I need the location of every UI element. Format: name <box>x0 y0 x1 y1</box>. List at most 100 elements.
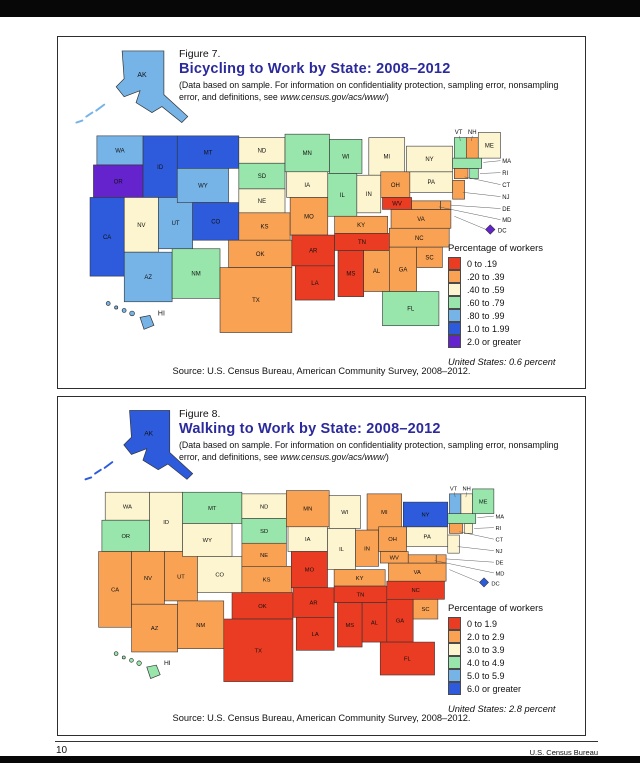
state-MT <box>182 491 243 524</box>
state-NV <box>123 197 159 253</box>
state-label-MD: MD <box>502 218 512 224</box>
state-DC <box>479 577 489 588</box>
state-label-NM: NM <box>196 623 205 629</box>
leader-line <box>479 172 501 174</box>
aleutian-islands <box>95 103 106 112</box>
figure-note: (Data based on sample. For information o… <box>179 440 571 463</box>
state-label-NJ: NJ <box>502 195 509 201</box>
state-label-WY: WY <box>203 538 212 544</box>
state-label-VT: VT <box>450 487 458 493</box>
source-line: Source: U.S. Census Bureau, American Com… <box>172 366 471 376</box>
state-label-AK: AK <box>137 72 147 79</box>
state-label-MT: MT <box>208 506 217 512</box>
state-label-DE: DE <box>502 207 510 213</box>
legend-title: Percentage of workers <box>448 603 544 614</box>
state-HI <box>129 310 135 317</box>
figure-8-title-block: Figure 8. Walking to Work by State: 2008… <box>179 408 579 463</box>
state-label-AR: AR <box>309 249 318 255</box>
legend-swatch <box>448 296 461 309</box>
state-label-OH: OH <box>391 183 400 189</box>
legend-swatch <box>448 270 461 283</box>
hawaii-inset: HI <box>113 651 171 679</box>
state-label-NY: NY <box>422 513 430 519</box>
state-label-SD: SD <box>260 529 268 535</box>
state-ID <box>149 491 183 552</box>
state-SD <box>238 162 286 190</box>
state-label-MD: MD <box>496 571 505 577</box>
state-label-DE: DE <box>496 561 504 567</box>
legend-class-label: .80 to .99 <box>467 310 505 321</box>
state-label-AL: AL <box>373 269 381 275</box>
state-GA <box>386 598 414 643</box>
figure-note-text: (Data based on sample. For information o… <box>179 80 559 102</box>
state-label-WV: WV <box>390 555 399 561</box>
leader-line <box>459 531 494 540</box>
legend-row: 3.0 to 3.9 <box>448 643 582 656</box>
legend-swatch <box>448 630 461 643</box>
us-average-note: United States: 2.8 percent <box>448 704 556 714</box>
state-AZ <box>123 251 173 303</box>
state-ND <box>241 493 287 519</box>
source-line: Source: U.S. Census Bureau, American Com… <box>172 713 471 723</box>
state-CA <box>98 551 132 628</box>
state-MA <box>452 157 482 169</box>
state-NJ <box>452 180 465 200</box>
state-NY <box>403 501 449 528</box>
state-label-NE: NE <box>258 199 266 205</box>
state-label-WV: WV <box>392 202 402 208</box>
state-label-WA: WA <box>115 149 124 155</box>
figure-7-title-block: Figure 7. Bicycling to Work by State: 20… <box>179 48 579 103</box>
state-MI <box>366 493 402 531</box>
leader-line <box>459 135 461 142</box>
footer-rule <box>55 741 598 742</box>
legend-class-label: 2.0 or greater <box>467 336 522 347</box>
leader-line <box>462 192 501 197</box>
state-label-MT: MT <box>204 150 213 156</box>
figure-note: (Data based on sample. For information o… <box>179 80 571 103</box>
leader-line <box>450 204 501 209</box>
state-MI <box>368 137 406 176</box>
state-KS <box>241 566 292 593</box>
state-label-CO: CO <box>215 573 224 579</box>
state-AK <box>123 410 194 480</box>
state-NM <box>171 248 221 299</box>
figure-note-text: (Data based on sample. For information o… <box>179 440 559 462</box>
state-WI <box>329 138 363 174</box>
state-SD <box>241 518 287 544</box>
leader-line <box>449 569 480 583</box>
map-legend: Percentage of workers 0 to 1.9 2.0 to 2.9… <box>448 603 582 714</box>
legend-swatch <box>448 656 461 669</box>
state-label-PA: PA <box>427 180 435 186</box>
state-label-VT: VT <box>455 130 463 136</box>
legend-swatch <box>448 283 461 296</box>
state-label-CT: CT <box>496 538 504 544</box>
state-label-NH: NH <box>463 487 471 493</box>
us-average-note: United States: 0.6 percent <box>448 357 556 367</box>
state-NY <box>406 145 453 173</box>
state-label-NM: NM <box>191 272 200 278</box>
state-label-NH: NH <box>468 130 477 136</box>
legend-class-label: 2.0 to 2.9 <box>467 631 505 642</box>
state-label-IA: IA <box>305 537 311 543</box>
legend-title: Percentage of workers <box>448 243 544 254</box>
state-MD <box>407 554 437 564</box>
state-AK <box>115 50 189 123</box>
state-label-NC: NC <box>415 236 424 242</box>
lower-48-map: WA OR CA ID NV UT AZ MT WY CO NM ND SD NE KS OK TX MN IA MO… <box>98 487 505 682</box>
figure-label: Figure 8. <box>179 408 221 420</box>
bicycling-choropleth-map: AK WA OR CA ID NV UT AZ MT WY CO NM ND SD NE KS OK TX MN IA… <box>75 50 512 333</box>
state-label-OK: OK <box>256 252 265 258</box>
state-label-TN: TN <box>357 592 365 598</box>
state-LA <box>294 265 335 301</box>
aleutian-islands <box>85 111 94 118</box>
alaska-inset: AK <box>75 50 189 124</box>
state-label-DC: DC <box>491 581 499 587</box>
state-ME <box>472 488 495 514</box>
state-label-IL: IL <box>339 547 344 553</box>
leader-line <box>464 176 501 185</box>
state-OK <box>231 592 294 620</box>
state-label-NV: NV <box>137 223 145 229</box>
state-ND <box>238 137 286 164</box>
legend-class-label: 5.0 to 5.9 <box>467 670 505 681</box>
legend-swatch <box>448 257 461 270</box>
